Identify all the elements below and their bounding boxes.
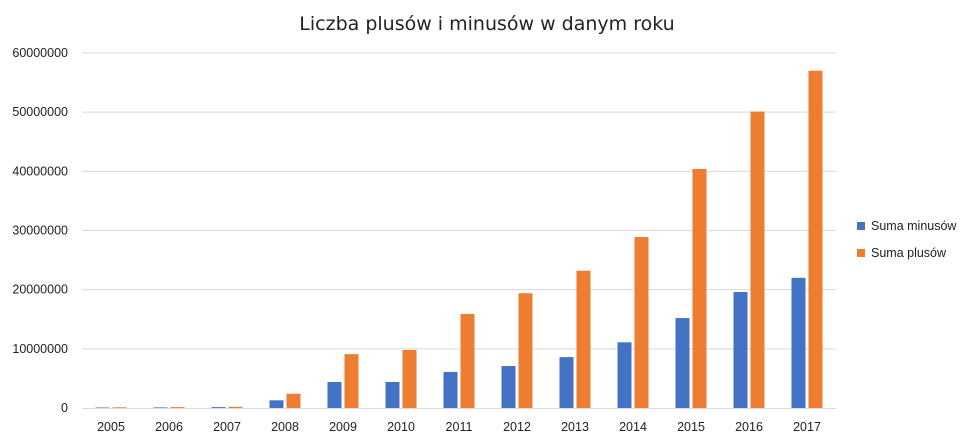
y-tick-label: 50000000 xyxy=(12,105,68,119)
y-tick-label: 40000000 xyxy=(12,164,68,178)
x-tick-label: 2017 xyxy=(793,420,821,434)
x-tick-label: 2013 xyxy=(561,420,589,434)
bar-suma-minusow-2017 xyxy=(791,277,806,408)
chart-title: Liczba plusów i minusów w danym roku xyxy=(299,13,674,35)
x-tick-label: 2010 xyxy=(387,420,415,434)
bar-suma-plusow-2013 xyxy=(576,270,591,408)
bar-suma-plusow-2008 xyxy=(286,393,301,408)
y-tick-label: 20000000 xyxy=(12,283,68,297)
bar-suma-plusow-2005 xyxy=(112,407,127,408)
bar-suma-plusow-2012 xyxy=(518,293,533,408)
y-axis-tick-labels: 0 10000000 20000000 30000000 40000000 5000000… xyxy=(12,46,68,415)
bar-suma-minusow-2007 xyxy=(211,407,226,408)
y-tick-label: 30000000 xyxy=(12,224,68,238)
bar-suma-minusow-2005 xyxy=(95,407,110,409)
bar-suma-plusow-2014 xyxy=(634,237,649,408)
legend: Suma minusów Suma plusów xyxy=(857,219,957,260)
bar-suma-minusow-2012 xyxy=(501,365,516,408)
bar-suma-plusow-2010 xyxy=(402,350,417,408)
x-tick-label: 2006 xyxy=(155,420,183,434)
bar-suma-plusow-2007 xyxy=(228,406,243,408)
bar-suma-minusow-2014 xyxy=(617,342,632,408)
x-axis-tick-labels: 2005 2006 2007 2008 2009 2010 2011 2012 2013 2014… xyxy=(97,420,821,434)
x-tick-label: 2012 xyxy=(503,420,531,434)
x-tick-label: 2014 xyxy=(619,420,647,434)
bar-suma-plusow-2011 xyxy=(460,313,475,408)
bar-suma-minusow-2008 xyxy=(269,400,284,408)
bar-suma-minusow-2011 xyxy=(443,371,458,408)
bar-suma-minusow-2016 xyxy=(733,292,748,408)
legend-swatch xyxy=(857,249,865,257)
x-tick-label: 2005 xyxy=(97,420,125,434)
bar-suma-minusow-2010 xyxy=(385,381,400,408)
x-tick-label: 2015 xyxy=(677,420,705,434)
x-tick-label: 2016 xyxy=(735,420,763,434)
y-tick-label: 60000000 xyxy=(12,46,68,60)
y-tick-label: 10000000 xyxy=(12,342,68,356)
bar-suma-plusow-2009 xyxy=(344,354,359,408)
bar-suma-plusow-2006 xyxy=(170,407,185,408)
x-tick-label: 2009 xyxy=(329,420,357,434)
bar-suma-plusow-2016 xyxy=(750,111,765,408)
x-tick-label: 2008 xyxy=(271,420,299,434)
legend-label: Suma minusów xyxy=(871,219,957,233)
bar-suma-minusow-2015 xyxy=(675,318,690,408)
bar-suma-minusow-2009 xyxy=(327,381,342,408)
x-tick-label: 2011 xyxy=(446,420,473,434)
bars xyxy=(95,70,823,409)
y-tick-label: 0 xyxy=(61,401,68,415)
legend-swatch xyxy=(857,222,865,230)
bar-suma-minusow-2006 xyxy=(153,407,168,409)
bar-suma-plusow-2017 xyxy=(808,70,823,408)
x-tick-label: 2007 xyxy=(213,420,241,434)
bar-suma-minusow-2013 xyxy=(559,357,574,408)
bar-suma-plusow-2015 xyxy=(692,168,707,408)
legend-label: Suma plusów xyxy=(871,246,947,260)
gridlines xyxy=(82,52,836,350)
